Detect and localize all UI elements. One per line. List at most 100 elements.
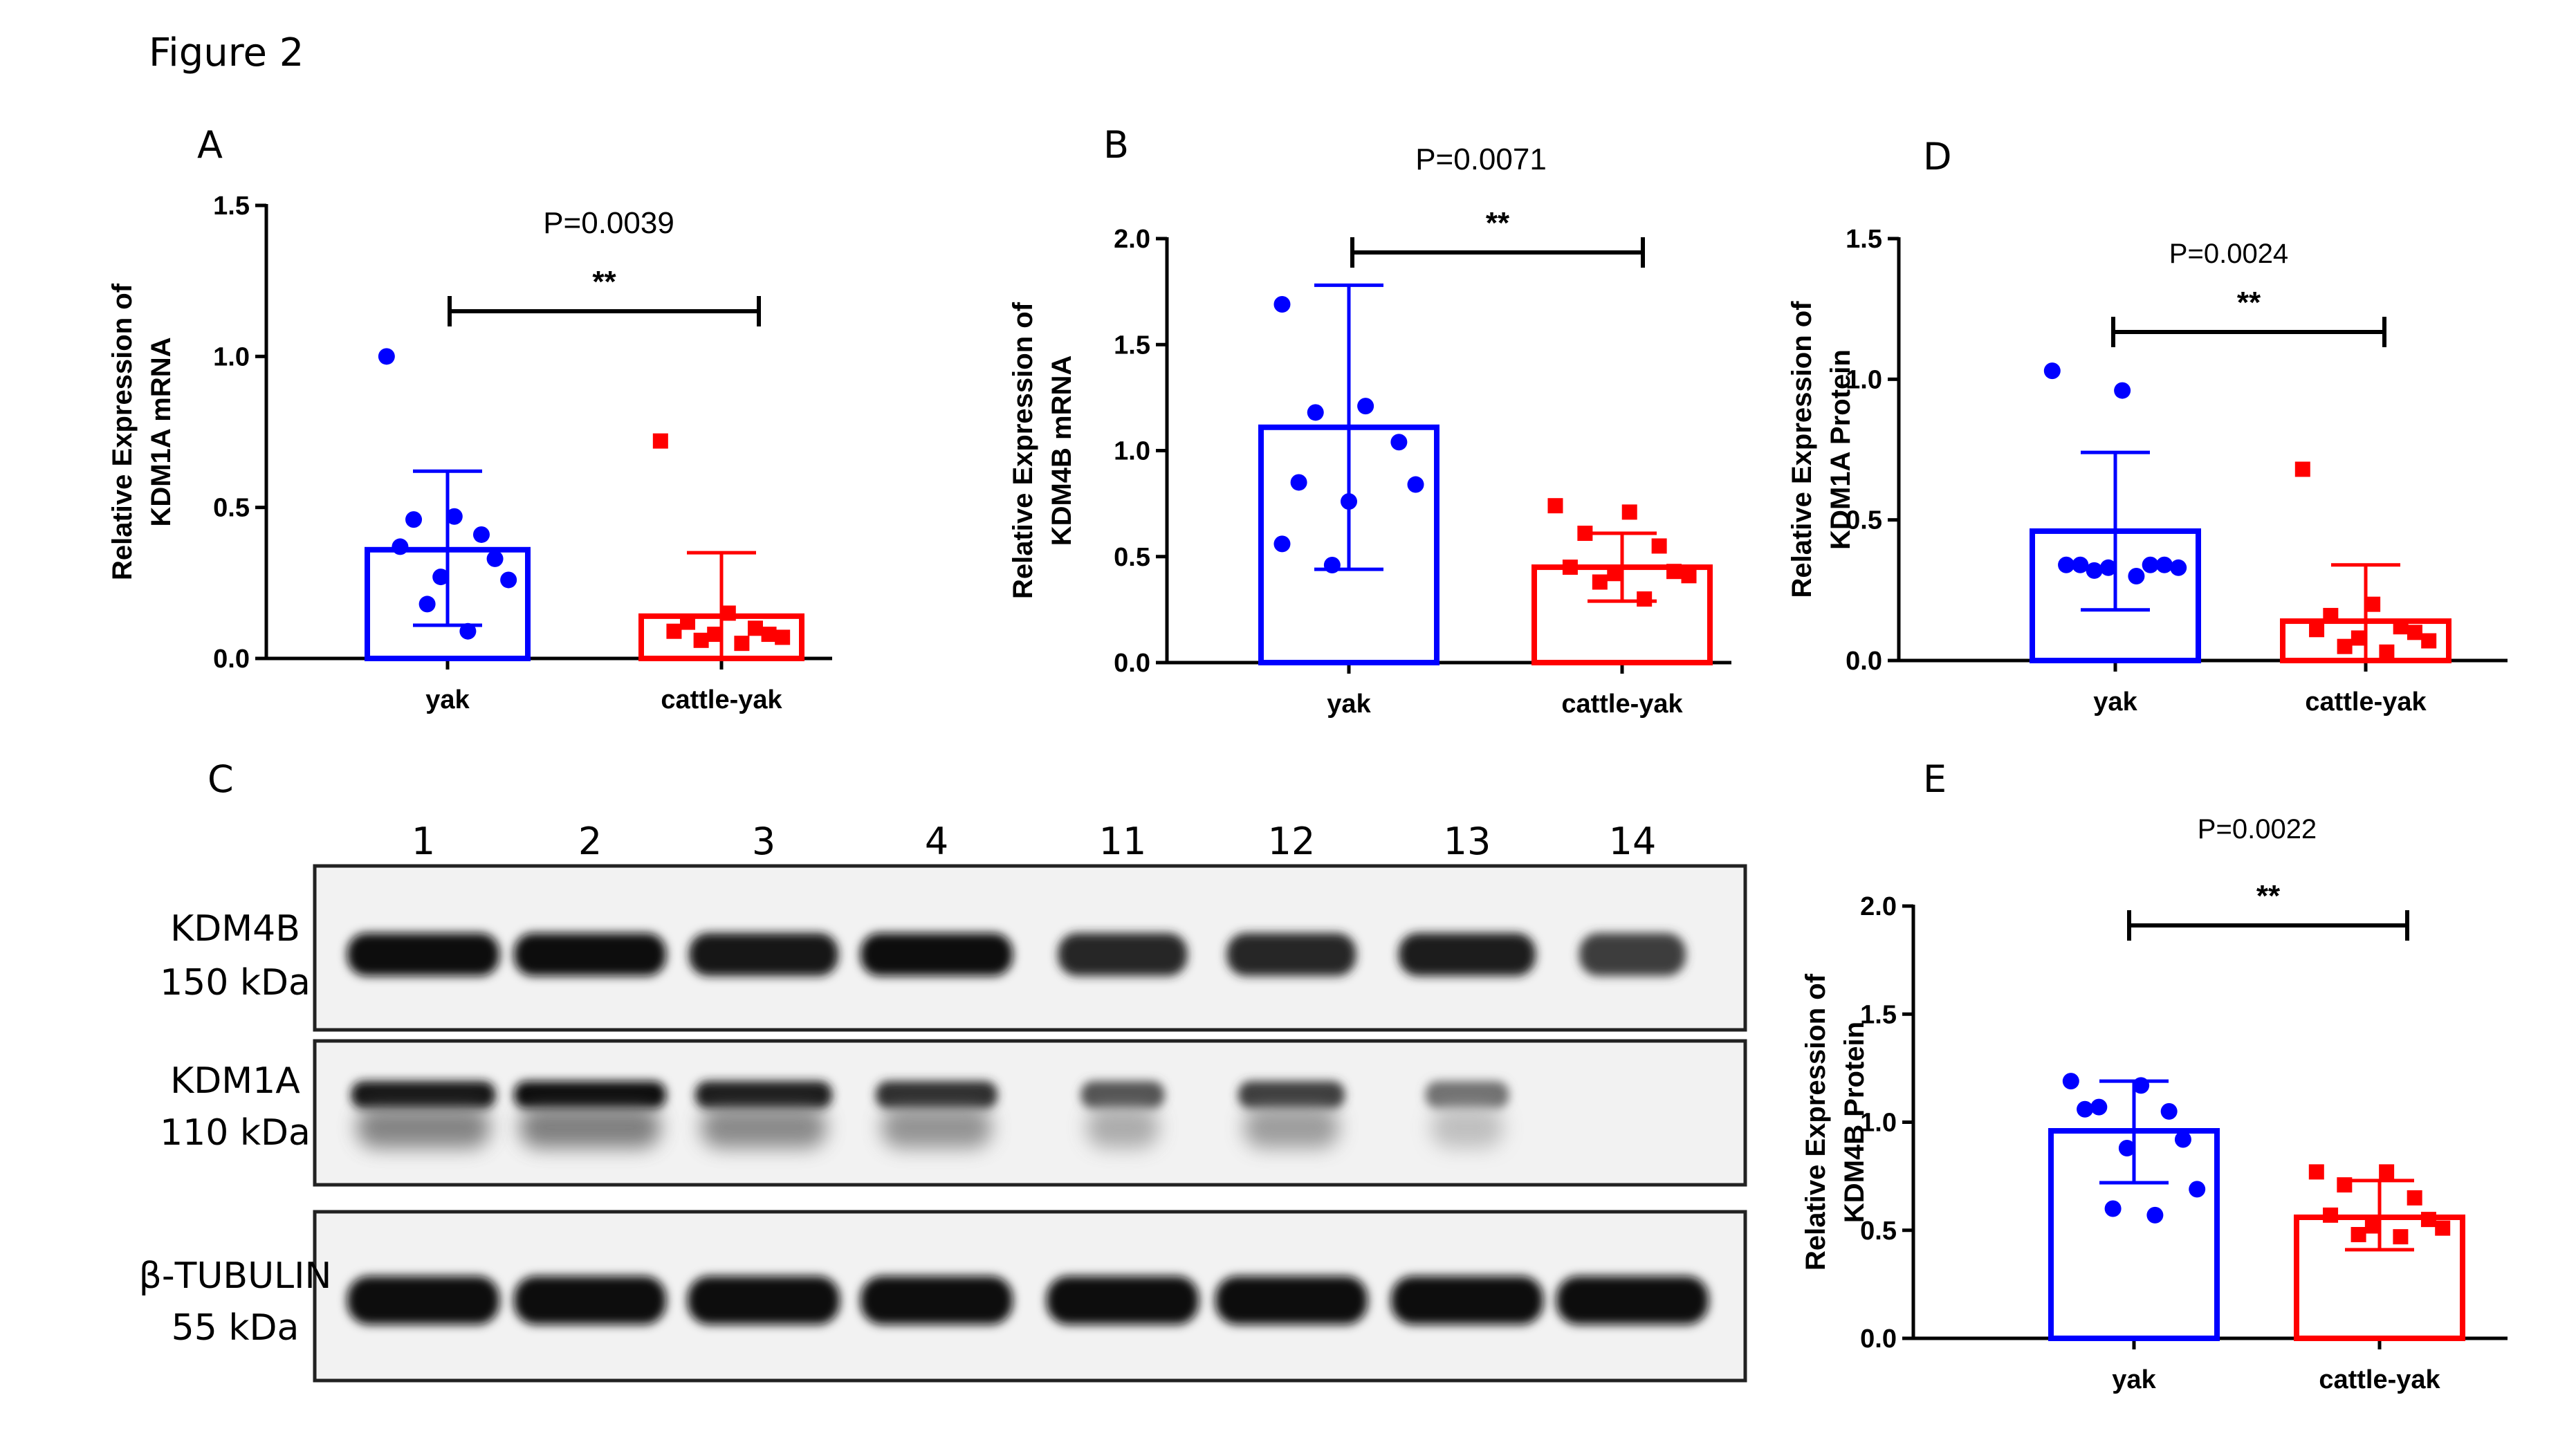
- y-axis-label: KDM1A Protein: [1825, 349, 1856, 550]
- y-axis-label: KDM4B mRNA: [1047, 356, 1077, 546]
- data-point-yak: [2072, 556, 2089, 573]
- p-value-label: P=0.0024: [2169, 239, 2288, 269]
- chart-panel-d: D 0.0 0.5 1.0 1.5 Relative Expression of KDM1…: [1787, 135, 2508, 717]
- data-point-cattle-yak: [2337, 1177, 2353, 1193]
- category-label: cattle-yak: [2319, 1365, 2440, 1394]
- lane-labels: 1 2 3 4 11 12 13 14: [412, 820, 1657, 863]
- protein-band: [695, 1081, 832, 1109]
- y-tick-label: 1.5: [213, 192, 250, 221]
- data-point-yak: [2099, 559, 2117, 576]
- data-point-yak: [1357, 398, 1374, 415]
- data-point-yak: [2133, 1077, 2150, 1094]
- significance-stars: **: [592, 265, 616, 299]
- data-point-cattle-yak: [707, 627, 723, 643]
- data-point-yak: [1290, 474, 1307, 491]
- molecular-weight-label: 55 kDa: [172, 1307, 300, 1349]
- data-point-yak: [2189, 1181, 2206, 1198]
- y-tick-label: 1.5: [1114, 331, 1150, 360]
- y-tick-label: 1.0: [213, 342, 250, 371]
- protein-band: [1058, 933, 1188, 976]
- data-point-yak: [1273, 535, 1291, 553]
- data-point-cattle-yak: [680, 614, 696, 630]
- y-tick-label: 0.0: [1860, 1325, 1897, 1354]
- molecular-weight-label: 110 kDa: [160, 1112, 311, 1154]
- lane-label: 14: [1609, 820, 1657, 863]
- lane-label: 3: [752, 820, 775, 863]
- y-tick-label: 2.0: [1114, 225, 1150, 254]
- data-point-yak: [2118, 1140, 2135, 1156]
- data-point-yak: [2128, 568, 2145, 584]
- significance-stars: **: [2237, 286, 2261, 320]
- blot-rows: KDM4B 150 kDa KDM1A 110 kDa β-TUBULIN 55 kDa: [139, 864, 1747, 1383]
- data-point-yak: [2058, 556, 2075, 573]
- blot-row-β-tubulin: β-TUBULIN 55 kDa: [139, 1210, 1747, 1383]
- protein-band-secondary: [356, 1107, 490, 1148]
- data-point-yak: [2090, 1098, 2108, 1116]
- protein-band: [1215, 1276, 1368, 1325]
- chart-panel-a: A 0.0 0.5 1.0 1.5 Relative Expression of KDM1…: [107, 123, 832, 714]
- protein-band: [1579, 933, 1686, 976]
- data-point-yak: [2174, 1131, 2191, 1148]
- data-point-yak: [2086, 562, 2103, 579]
- chart-panel-b: B 0.0 0.5 1.0 1.5 2.0 Relative Expression of K…: [1008, 123, 1731, 719]
- data-point-cattle-yak: [2337, 638, 2353, 654]
- lane-label: 13: [1444, 820, 1491, 863]
- data-point-yak: [2114, 382, 2131, 399]
- protein-band: [351, 1081, 496, 1109]
- protein-band: [688, 1276, 840, 1325]
- data-point-cattle-yak: [1621, 504, 1637, 520]
- y-tick-label: 1.5: [1860, 1000, 1897, 1029]
- category-label: yak: [425, 685, 470, 714]
- protein-band: [861, 933, 1013, 976]
- data-point-cattle-yak: [693, 632, 709, 648]
- data-point-yak: [2155, 556, 2173, 573]
- data-point-yak: [500, 571, 517, 589]
- protein-band: [514, 1276, 666, 1325]
- protein-band-secondary: [1244, 1107, 1339, 1148]
- protein-name-label: KDM1A: [170, 1060, 300, 1102]
- y-tick-label: 0.0: [213, 645, 250, 674]
- data-point-cattle-yak: [2379, 644, 2395, 660]
- data-point-cattle-yak: [666, 623, 682, 639]
- data-point-cattle-yak: [2309, 622, 2325, 638]
- data-point-cattle-yak: [2308, 1164, 2324, 1180]
- data-point-cattle-yak: [2407, 1190, 2422, 1206]
- data-point-yak: [2043, 362, 2061, 380]
- data-point-yak: [405, 511, 423, 528]
- p-value-label: P=0.0022: [2198, 814, 2317, 845]
- panel-letter-c: C: [208, 757, 234, 801]
- data-point-cattle-yak: [1577, 526, 1593, 542]
- protein-band-secondary: [1086, 1107, 1159, 1148]
- data-point-cattle-yak: [2350, 630, 2366, 646]
- protein-band-secondary: [881, 1107, 992, 1148]
- data-point-yak: [1273, 296, 1291, 313]
- p-value-label: P=0.0039: [543, 206, 674, 240]
- data-point-cattle-yak: [1547, 498, 1563, 514]
- data-point-cattle-yak: [2365, 596, 2381, 612]
- data-point-yak: [378, 348, 395, 365]
- significance-stars: **: [1486, 206, 1510, 240]
- protein-band: [514, 933, 666, 976]
- lane-label: 12: [1268, 820, 1316, 863]
- data-point-cattle-yak: [775, 629, 791, 645]
- y-tick-label: 0.0: [1846, 647, 1882, 676]
- data-point-cattle-yak: [2294, 461, 2310, 477]
- data-point-yak: [1341, 493, 1357, 510]
- lane-label: 11: [1099, 820, 1147, 863]
- protein-band-secondary: [519, 1107, 661, 1148]
- protein-band-secondary: [1430, 1107, 1504, 1148]
- data-point-yak: [2104, 1200, 2122, 1217]
- y-tick-label: 1.0: [1846, 365, 1882, 394]
- data-point-cattle-yak: [720, 605, 736, 621]
- panel-letter-b: B: [1103, 123, 1129, 167]
- data-point-yak: [486, 550, 504, 567]
- data-point-cattle-yak: [2435, 1220, 2451, 1236]
- data-point-cattle-yak: [761, 627, 777, 643]
- data-point-cattle-yak: [1562, 560, 1578, 575]
- category-label: yak: [1327, 690, 1371, 719]
- data-point-cattle-yak: [1592, 574, 1608, 590]
- protein-band: [347, 1276, 499, 1325]
- data-point-yak: [2142, 556, 2159, 573]
